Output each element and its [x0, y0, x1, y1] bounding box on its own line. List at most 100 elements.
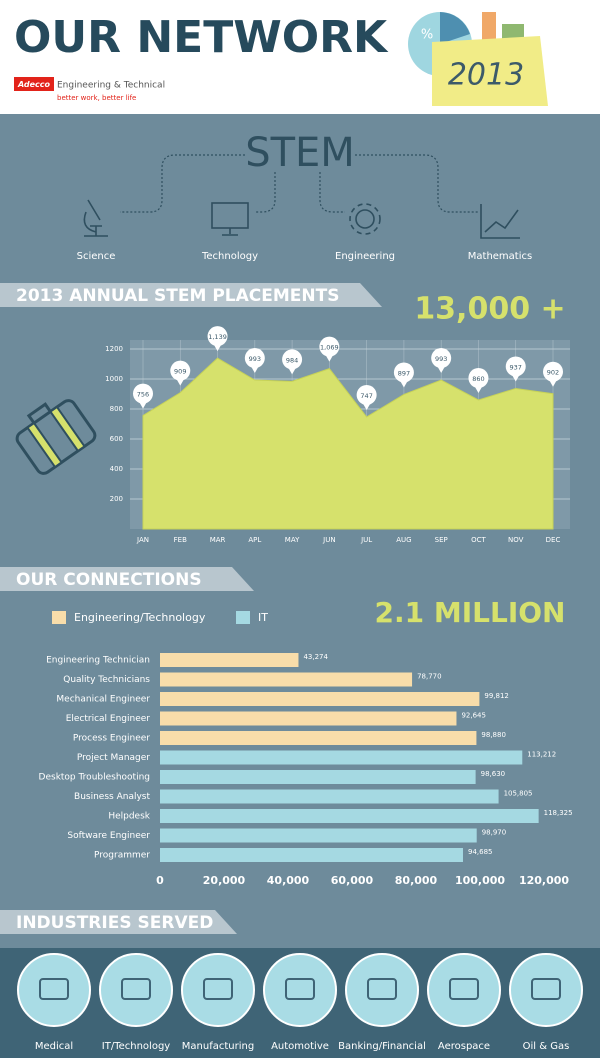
- x-tick-label: 80,000: [395, 874, 438, 887]
- logo: Adecco: [17, 80, 51, 89]
- category-label: Programmer: [94, 851, 150, 861]
- bar: [160, 828, 477, 843]
- value-label: 902: [547, 369, 559, 377]
- graph-icon: [480, 204, 520, 239]
- x-tick-label: 40,000: [267, 874, 310, 887]
- connector: [355, 154, 478, 213]
- value-label: 937: [510, 363, 522, 371]
- y-tick-label: 400: [110, 465, 123, 473]
- value-label: 909: [174, 368, 186, 376]
- pin: [468, 368, 489, 388]
- pin: [543, 361, 563, 382]
- x-tick-label: 20,000: [203, 874, 246, 887]
- industry-icon: [531, 978, 561, 1000]
- bar: [160, 672, 413, 687]
- percent-symbol: %: [421, 28, 433, 43]
- pin: [393, 362, 414, 383]
- microscope-icon: [83, 199, 108, 237]
- value-label: 92,645: [461, 712, 486, 720]
- value-label: 99,812: [484, 692, 509, 700]
- stem-title: STEM: [245, 130, 355, 176]
- industry-label: Automotive: [271, 1041, 329, 1052]
- value-label: 105,805: [504, 790, 533, 798]
- section-title: INDUSTRIES SERVED: [16, 913, 213, 933]
- bar: [160, 731, 477, 745]
- industry-icon: [367, 978, 397, 1000]
- industry-icon: [285, 978, 315, 1000]
- value-label: 897: [398, 369, 410, 377]
- x-tick-label: 120,000: [519, 874, 569, 887]
- value-label: 78,770: [417, 673, 442, 681]
- badge-year: 2013: [448, 58, 524, 93]
- stem-icons: [83, 199, 520, 239]
- pin: [170, 360, 191, 381]
- tagline: better work, better life: [57, 94, 136, 102]
- category-label: Process Engineer: [73, 734, 150, 744]
- gear-teeth: [349, 203, 381, 235]
- value-label: 98,880: [481, 731, 506, 739]
- case-body: [15, 399, 97, 475]
- x-tick-label: OCT: [471, 536, 486, 544]
- connector: [120, 154, 245, 213]
- industry-icon-circle: [509, 953, 583, 1027]
- category-label: Quality Technicians: [63, 675, 150, 685]
- x-tick-label: FEB: [174, 536, 187, 544]
- highlight-figure: 13,000 +: [414, 292, 565, 327]
- category-label: Helpdesk: [108, 812, 150, 822]
- pin: [244, 348, 265, 369]
- bar: [160, 848, 463, 862]
- bar: [160, 809, 539, 823]
- value-label: 94,685: [468, 848, 493, 856]
- pin: [505, 356, 526, 377]
- legend-swatch: [52, 611, 66, 624]
- stem-connectors: [120, 154, 478, 213]
- industry-icon-circle: [99, 953, 173, 1027]
- y-tick-label: 600: [110, 435, 123, 443]
- value-label: 1,069: [320, 344, 339, 352]
- value-label: 993: [249, 355, 261, 363]
- value-label: 1,139: [208, 333, 227, 341]
- x-tick-label: AUG: [396, 536, 411, 544]
- industry-icon: [121, 978, 151, 1000]
- industry-icon-circle: [263, 953, 337, 1027]
- section-title: OUR CONNECTIONS: [16, 570, 202, 590]
- folder-illustration: % 2013: [408, 12, 548, 106]
- value-label: 113,212: [527, 751, 556, 759]
- x-tick-label: JUN: [322, 536, 335, 544]
- area: [142, 357, 554, 530]
- x-tick-label: MAY: [285, 536, 300, 544]
- industry-label: Oil & Gas: [523, 1041, 570, 1052]
- industry-icon: [449, 978, 479, 1000]
- monitor-stand: [222, 228, 238, 236]
- industry-label: IT/Technology: [102, 1041, 171, 1052]
- section-banner: [0, 910, 237, 934]
- category-label: Business Analyst: [74, 792, 150, 802]
- folder: [432, 36, 548, 106]
- bar: [160, 770, 476, 784]
- y-tick-label: 1200: [105, 345, 123, 353]
- value-label: 43,274: [303, 653, 328, 661]
- value-label: 747: [360, 392, 372, 400]
- x-tick-label: 60,000: [331, 874, 374, 887]
- legend-label: Engineering/Technology: [74, 611, 206, 624]
- stem-label: Mathematics: [468, 251, 532, 262]
- division: Engineering & Technical: [57, 81, 165, 91]
- pin: [319, 336, 340, 357]
- category-label: Software Engineer: [67, 831, 150, 841]
- x-tick-label: JAN: [136, 536, 149, 544]
- y-tick-label: 1000: [105, 375, 123, 383]
- highlight-figure: 2.1 MILLION: [375, 596, 566, 629]
- industry-icon-circle: [181, 953, 255, 1027]
- industry-label: Manufacturing: [182, 1041, 254, 1052]
- bar: [160, 750, 523, 765]
- legend-label: IT: [258, 611, 268, 624]
- briefcase-icon: [15, 399, 97, 475]
- y-tick-label: 200: [110, 495, 123, 503]
- x-tick-label: SEP: [435, 536, 448, 544]
- category-label: Desktop Troubleshooting: [39, 773, 150, 783]
- value-label: 984: [286, 356, 298, 364]
- x-tick-label: DEC: [546, 536, 561, 544]
- bar: [160, 653, 299, 667]
- value-label: 118,325: [544, 809, 573, 817]
